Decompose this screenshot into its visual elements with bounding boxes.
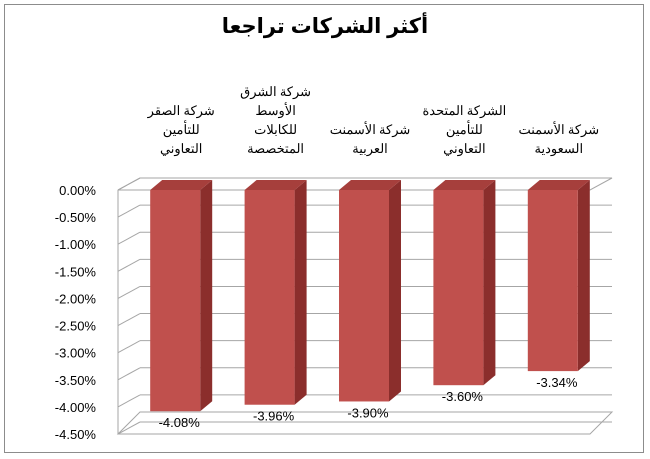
category-label: شركة الأسمنت	[518, 121, 599, 138]
category-label: شركة الشرق	[240, 84, 311, 100]
data-label: -3.96%	[253, 409, 295, 424]
bar-side	[200, 180, 213, 412]
gridline-diagonal	[117, 258, 141, 272]
category-label: العربية	[352, 141, 388, 157]
category-label: للتأمين	[446, 120, 483, 138]
bars	[150, 180, 590, 412]
bar	[433, 190, 484, 386]
y-tick-label: -0.50%	[55, 210, 97, 225]
bar	[527, 190, 578, 372]
y-tick-label: -4.00%	[55, 400, 97, 415]
data-label: -4.08%	[159, 415, 201, 430]
gridline-diagonal	[117, 367, 141, 381]
y-tick-label: 0.00%	[59, 183, 96, 198]
bar-top	[339, 180, 401, 190]
y-tick-label: -2.50%	[55, 319, 97, 334]
y-tick-label: -3.50%	[55, 373, 97, 388]
data-label: -3.60%	[442, 389, 484, 404]
bar-side	[577, 180, 590, 372]
bar-top	[150, 180, 213, 190]
y-tick-label: -1.00%	[55, 237, 97, 252]
data-label: -3.90%	[347, 405, 389, 420]
y-axis: 0.00% -0.50% -1.00% -1.50% -2.00% -2.50% -3.00…	[55, 183, 119, 442]
bar	[150, 190, 201, 412]
y-tick-label: -2.00%	[55, 291, 97, 306]
category-label: السعودية	[535, 141, 584, 157]
bar-top	[527, 180, 590, 190]
category-label: شركة الصقر	[147, 103, 215, 119]
category-label: المتخصصة	[247, 141, 304, 156]
gridline-diagonal	[117, 313, 141, 326]
category-label: الشركة المتحدة	[423, 103, 507, 119]
gridline-diagonal	[117, 177, 141, 191]
y-tick-label: -1.50%	[55, 264, 97, 279]
floor-plane	[116, 411, 614, 435]
bar-top	[244, 180, 307, 190]
bar-side	[389, 180, 401, 402]
y-tick-label: -3.00%	[55, 346, 97, 361]
category-label: الأوسط	[255, 102, 296, 119]
bar	[339, 190, 389, 402]
gridline-diagonal	[117, 286, 141, 299]
bar-side	[483, 180, 496, 386]
category-label: التعاوني	[160, 141, 202, 157]
gridline-diagonal	[117, 421, 141, 435]
category-label: التعاوني	[443, 141, 485, 157]
gridline-diagonal	[117, 204, 141, 218]
bar-side	[294, 180, 307, 405]
gridline-diagonal	[117, 340, 141, 354]
data-labels: -4.08% -3.96% -3.90% -3.60% -3.34%	[159, 375, 578, 430]
category-label: للكابلات	[254, 122, 297, 137]
data-label: -3.34%	[536, 375, 578, 390]
category-label: للتأمين	[163, 120, 200, 138]
category-label: شركة الأسمنت	[330, 121, 411, 138]
chart-title: أكثر الشركات تراجعا	[221, 15, 429, 38]
bar-top	[433, 180, 496, 190]
y-tick-label: -4.50%	[55, 427, 97, 442]
bar	[244, 190, 295, 405]
gridline-diagonal	[117, 394, 141, 408]
gridline-diagonal	[117, 231, 141, 245]
